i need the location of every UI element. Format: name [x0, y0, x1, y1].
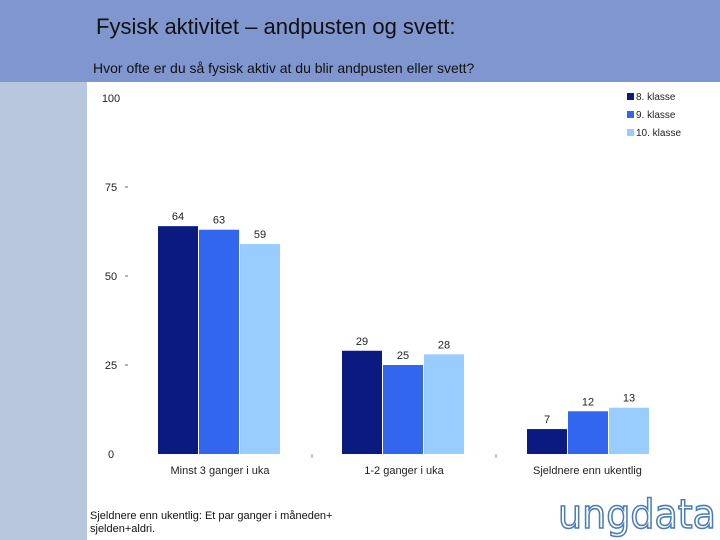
ungdata-logo: ungdata: [557, 491, 717, 539]
data-label: 63: [213, 215, 225, 227]
data-label: 29: [356, 336, 368, 348]
footnote-line-2: sjelden+aldri.: [90, 523, 156, 535]
bar-1-2: [199, 229, 239, 454]
bar-3-1: [527, 429, 567, 454]
bar-series: 64 63 59 29 25 28 7 12 13: [158, 211, 649, 454]
y-tick-label: 100: [102, 93, 120, 105]
x-category-label: Minst 3 ganger i uka: [170, 465, 270, 477]
bar-2-1: [342, 350, 382, 454]
footnote-line-1: Sjeldnere enn ukentlig: Et par ganger i …: [90, 510, 333, 522]
header-bar: [0, 0, 720, 82]
y-axis: 0 25 50 75 100: [102, 93, 128, 461]
data-label: 25: [397, 350, 409, 362]
legend-swatch: [627, 111, 634, 118]
y-tick-label: 25: [105, 360, 117, 372]
y-tick-label: 0: [108, 449, 114, 461]
bar-2-3: [424, 354, 464, 454]
side-panel: [0, 82, 87, 540]
data-label: 13: [623, 393, 635, 405]
x-category-label: Sjeldnere enn ukentlig: [533, 465, 642, 477]
legend-swatch: [627, 129, 634, 136]
data-label: 12: [582, 396, 594, 408]
x-category-label: 1-2 ganger i uka: [364, 465, 444, 477]
slide-title: Fysisk aktivitet – andpusten og svett:: [96, 14, 456, 39]
bar-3-3: [609, 407, 649, 454]
data-label: 59: [254, 229, 266, 241]
bar-2-2: [383, 365, 423, 454]
logo-text: ungdata: [558, 492, 716, 538]
legend-swatch: [627, 93, 634, 100]
y-tick-label: 75: [105, 182, 117, 194]
data-label: 64: [172, 211, 184, 223]
y-tick-label: 50: [105, 271, 117, 283]
slide-subtitle: Hvor ofte er du så fysisk aktiv at du bl…: [93, 60, 475, 76]
bar-3-2: [568, 411, 608, 454]
chart-legend: 8. klasse 9. klasse 10. klasse: [627, 92, 681, 139]
legend-label: 9. klasse: [636, 110, 676, 121]
x-axis: Minst 3 ganger i uka 1-2 ganger i uka Sjel…: [170, 454, 642, 477]
bar-1-3: [240, 243, 280, 454]
data-label: 28: [438, 339, 450, 351]
legend-label: 10. klasse: [636, 128, 681, 139]
bar-chart: 0 25 50 75 100 64 63 59 29 25 28 7 12 13 Minst 3 gan…: [102, 92, 682, 477]
data-label: 7: [544, 414, 550, 426]
footnote: Sjeldnere enn ukentlig: Et par ganger i …: [90, 510, 390, 536]
legend-label: 8. klasse: [636, 92, 676, 103]
bar-1-1: [158, 226, 198, 454]
